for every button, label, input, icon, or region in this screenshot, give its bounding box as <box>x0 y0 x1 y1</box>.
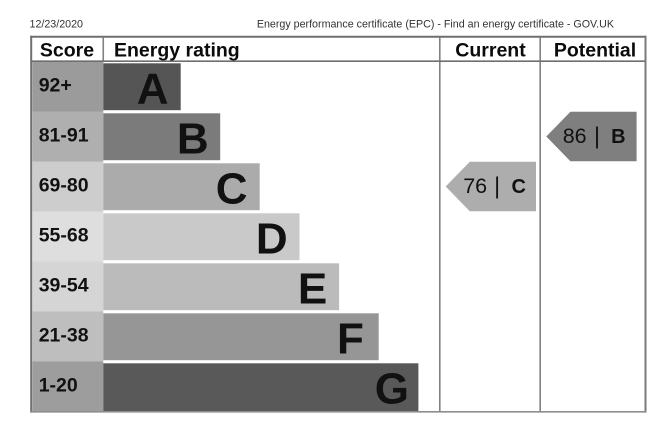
svg-text:86: 86 <box>563 124 587 148</box>
svg-text:39-54: 39-54 <box>39 275 89 297</box>
svg-text:C: C <box>511 176 525 198</box>
svg-text:B: B <box>611 126 625 148</box>
svg-text:Energy rating: Energy rating <box>114 40 240 62</box>
svg-text:Current: Current <box>455 40 526 62</box>
svg-text:21-38: 21-38 <box>39 325 89 347</box>
svg-text:|: | <box>494 172 500 198</box>
svg-text:12/23/2020: 12/23/2020 <box>30 19 84 31</box>
svg-text:55-68: 55-68 <box>39 225 89 247</box>
svg-text:Potential: Potential <box>554 40 636 62</box>
svg-text:|: | <box>594 122 600 148</box>
svg-text:D: D <box>256 215 288 264</box>
svg-text:G: G <box>375 365 409 414</box>
svg-text:76: 76 <box>463 174 487 198</box>
svg-text:69-80: 69-80 <box>39 175 89 197</box>
svg-text:C: C <box>216 165 248 214</box>
svg-text:92+: 92+ <box>39 75 72 97</box>
svg-text:1-20: 1-20 <box>39 375 78 397</box>
svg-text:Score: Score <box>40 40 94 62</box>
svg-text:F: F <box>337 315 364 364</box>
svg-text:E: E <box>298 265 327 314</box>
svg-text:A: A <box>137 65 169 114</box>
svg-text:81-91: 81-91 <box>39 125 89 147</box>
svg-text:Energy performance certificate: Energy performance certificate (EPC) - F… <box>257 19 615 31</box>
svg-text:B: B <box>177 115 209 164</box>
